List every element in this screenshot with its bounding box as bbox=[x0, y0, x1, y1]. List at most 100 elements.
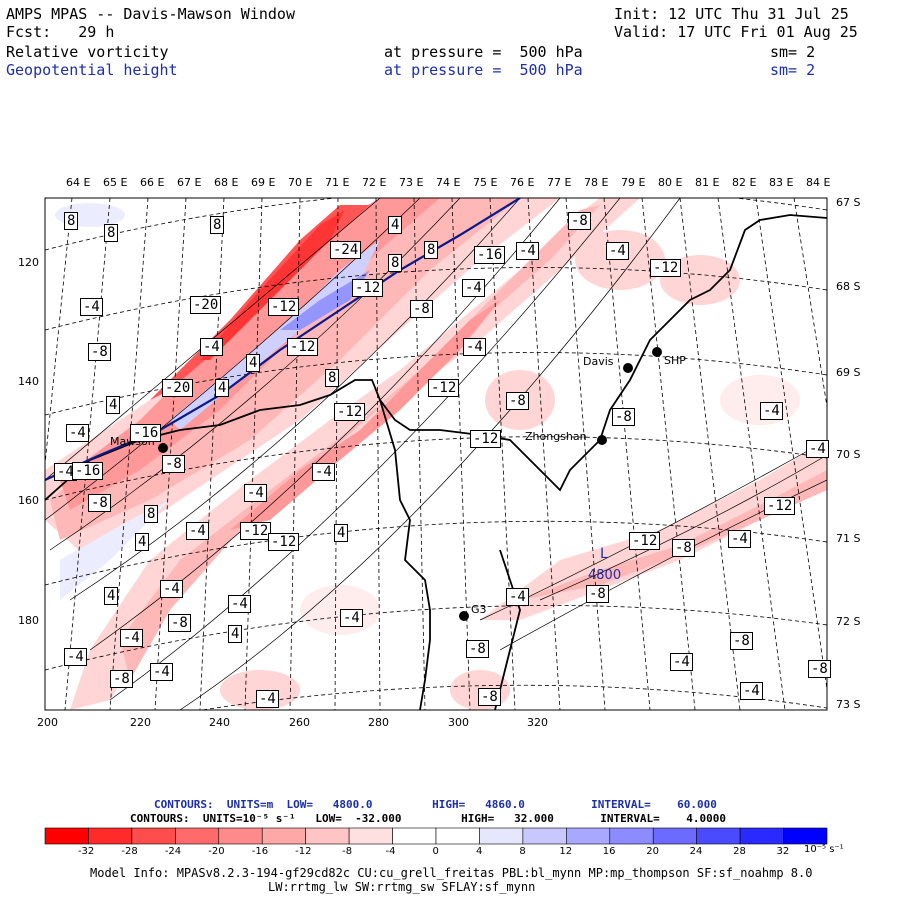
color-bar-tick-label: 24 bbox=[689, 846, 703, 857]
low-center-symbol: L bbox=[600, 546, 608, 562]
contour-label: -4 bbox=[806, 440, 829, 458]
contour-label: -8 bbox=[88, 494, 111, 512]
color-bar bbox=[44, 827, 828, 845]
color-bar-tick-label: 20 bbox=[646, 846, 659, 857]
color-bar-cell bbox=[44, 827, 89, 845]
contour-label: -4 bbox=[340, 609, 363, 627]
contour-label: -4 bbox=[312, 463, 335, 481]
contour-label: -8 bbox=[568, 212, 591, 230]
lon-tick: 83 E bbox=[769, 176, 794, 189]
lat-tick: 70 S bbox=[836, 448, 861, 461]
color-bar-tick-label: 8 bbox=[519, 846, 526, 857]
contour-label: -16 bbox=[72, 462, 104, 480]
low-center-value: 4800 bbox=[588, 568, 622, 583]
contour-label: -12 bbox=[470, 430, 502, 448]
lon-tick: 76 E bbox=[510, 176, 535, 189]
contour-label: -8 bbox=[612, 408, 635, 426]
lon-tick: 71 E bbox=[325, 176, 350, 189]
model-info-line-2: LW:rrtmg_lw SW:rrtmg_sw SFLAY:sf_mynn bbox=[268, 880, 536, 894]
station-dot-shp bbox=[652, 347, 662, 357]
contour-label: 8 bbox=[424, 241, 439, 259]
color-bar-cell bbox=[652, 827, 697, 845]
model-info-line-1: Model Info: MPASv8.2.3-194-gf29cd82c CU:… bbox=[90, 866, 813, 880]
lat-tick: 67 S bbox=[836, 196, 861, 209]
contour-label: -4 bbox=[462, 279, 485, 297]
contour-label: -8 bbox=[478, 688, 501, 706]
color-bar-tick-label: 4 bbox=[475, 846, 483, 857]
lon-tick: 69 E bbox=[251, 176, 276, 189]
color-bar-cell bbox=[392, 827, 437, 845]
contour-label: -8 bbox=[506, 392, 529, 410]
lon-tick: 72 E bbox=[362, 176, 387, 189]
color-bar-cell bbox=[522, 827, 567, 845]
color-bar-tick-label: -8 bbox=[342, 846, 353, 857]
lon-tick: 67 E bbox=[177, 176, 202, 189]
field-1-level: at pressure = 500 hPa bbox=[384, 43, 583, 61]
contour-label: -4 bbox=[228, 595, 251, 613]
lon-tick: 74 E bbox=[436, 176, 461, 189]
lat-tick: 68 S bbox=[836, 280, 861, 293]
lon-tick: 64 E bbox=[66, 176, 91, 189]
lon-tick: 82 E bbox=[732, 176, 757, 189]
contour-label: -4 bbox=[670, 653, 693, 671]
contour-label: -20 bbox=[190, 296, 222, 314]
color-bar-tick-label: -12 bbox=[295, 846, 312, 857]
x-tick: 200 bbox=[37, 716, 58, 729]
y-tick: 160 bbox=[18, 494, 39, 507]
contour-label: -4 bbox=[606, 242, 629, 260]
contour-label: -4 bbox=[728, 530, 751, 548]
contour-label: -12 bbox=[764, 497, 796, 515]
contour-label: -12 bbox=[268, 533, 300, 551]
x-tick: 260 bbox=[289, 716, 310, 729]
x-tick: 320 bbox=[527, 716, 548, 729]
color-bar-cell bbox=[435, 827, 480, 845]
lat-tick: 69 S bbox=[836, 366, 861, 379]
color-bar-tick-label: -28 bbox=[121, 846, 138, 857]
contour-label: -12 bbox=[650, 259, 682, 277]
vorticity-contour-info: CONTOURS: UNITS=10⁻⁵ s⁻¹ LOW= -32.000 HI… bbox=[130, 812, 727, 825]
contour-label: -8 bbox=[586, 585, 609, 603]
y-tick: 180 bbox=[18, 614, 39, 627]
contour-label: -8 bbox=[410, 300, 433, 318]
contour-label: -8 bbox=[672, 539, 695, 557]
lon-tick: 81 E bbox=[695, 176, 720, 189]
contour-label: -4 bbox=[54, 463, 77, 481]
contour-label: -4 bbox=[506, 588, 529, 606]
contour-label: -8 bbox=[162, 455, 185, 473]
contour-label: 8 bbox=[104, 224, 119, 242]
field-1-name: Relative vorticity bbox=[6, 43, 169, 61]
contour-label: -8 bbox=[110, 670, 133, 688]
color-bar-tick-label: -20 bbox=[208, 846, 225, 857]
contour-label: -12 bbox=[240, 522, 272, 540]
lon-tick: 80 E bbox=[658, 176, 683, 189]
contour-label: -4 bbox=[150, 663, 173, 681]
contour-label: -8 bbox=[88, 343, 111, 361]
init-time: Init: 12 UTC Thu 31 Jul 25 bbox=[614, 5, 849, 23]
station-dot-zhongshan bbox=[597, 435, 607, 445]
field-1-smoothing: sm= 2 bbox=[770, 43, 816, 61]
contour-label: -12 bbox=[629, 532, 661, 550]
station-label-zhongshan: Zhongshan bbox=[525, 430, 587, 443]
contour-label: 4 bbox=[228, 625, 243, 643]
station-dot-davis bbox=[623, 363, 633, 373]
contour-label: -4 bbox=[160, 580, 183, 598]
color-bar-cell bbox=[261, 827, 306, 845]
color-bar-cell bbox=[566, 827, 611, 845]
contour-label: -4 bbox=[760, 402, 783, 420]
contour-label: -4 bbox=[463, 338, 486, 356]
contour-label: 8 bbox=[388, 254, 403, 272]
x-tick: 280 bbox=[368, 716, 389, 729]
lat-tick: 73 S bbox=[836, 698, 861, 711]
lon-tick: 77 E bbox=[547, 176, 572, 189]
contour-label: -4 bbox=[80, 298, 103, 316]
contour-label: -12 bbox=[334, 403, 366, 421]
contour-label: -8 bbox=[808, 660, 831, 678]
contour-label: -4 bbox=[66, 424, 89, 442]
color-bar-cell bbox=[739, 827, 784, 845]
contour-label: -8 bbox=[730, 632, 753, 650]
x-tick: 300 bbox=[448, 716, 469, 729]
contour-label: 4 bbox=[246, 354, 261, 372]
color-bar-cell bbox=[783, 827, 828, 845]
station-markers bbox=[158, 347, 662, 621]
lon-tick: 70 E bbox=[288, 176, 313, 189]
